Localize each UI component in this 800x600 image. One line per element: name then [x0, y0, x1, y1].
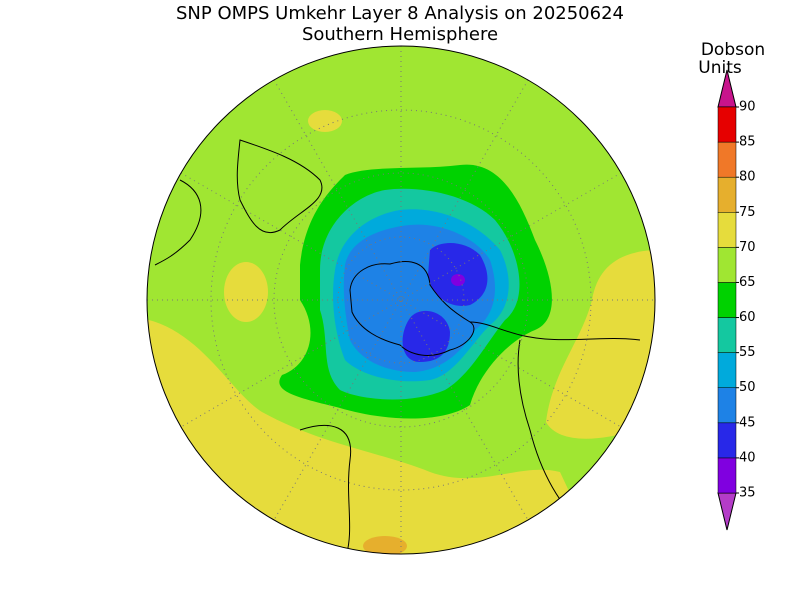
- colorbar-tick-label: 90: [739, 100, 756, 115]
- colorbar-tick-label: 80: [739, 170, 756, 185]
- colorbar-tick-label: 75: [739, 205, 756, 220]
- colorbar-label: Dobson: [701, 40, 765, 60]
- contour-region: [451, 274, 465, 286]
- map-title: SNP OMPS Umkehr Layer 8 Analysis on 2025…: [176, 3, 624, 24]
- colorbar-tick-label: 40: [739, 450, 756, 465]
- colorbar-band: [717, 387, 737, 424]
- contour-region: [546, 250, 655, 439]
- colorbar-band: [717, 317, 737, 353]
- map-border: [146, 45, 656, 555]
- colorbar-band: [717, 352, 737, 388]
- contour-region: [224, 262, 268, 322]
- map-field: [147, 46, 655, 554]
- colorbar-extend: [717, 492, 737, 531]
- contour-region: [363, 536, 407, 554]
- colorbar-band: [717, 282, 737, 318]
- colorbar: 35 40 45 50 55 60 65 70 75 80 85 90: [717, 69, 756, 531]
- graticule: [147, 46, 655, 554]
- colorbar-band: [717, 457, 737, 494]
- colorbar-band: [717, 422, 737, 459]
- colorbar-band: [717, 212, 737, 248]
- colorbar-band: [717, 247, 737, 283]
- colorbar-label: Units: [698, 58, 742, 78]
- colorbar-band: [717, 141, 737, 178]
- colorbar-band: [717, 176, 737, 213]
- colorbar-tick-label: 70: [739, 240, 756, 255]
- colorbar-tick-label: 60: [739, 310, 756, 325]
- map-subtitle: Southern Hemisphere: [302, 24, 498, 45]
- contour-region: [308, 110, 342, 132]
- colorbar-band: [717, 106, 737, 143]
- colorbar-tick-label: 85: [739, 135, 756, 150]
- colorbar-tick-label: 35: [739, 486, 756, 501]
- contour-region: [402, 310, 450, 362]
- colorbar-tick-label: 65: [739, 275, 756, 290]
- colorbar-tick-label: 55: [739, 345, 756, 360]
- colorbar-tick-label: 50: [739, 380, 756, 395]
- colorbar-tick-label: 45: [739, 415, 756, 430]
